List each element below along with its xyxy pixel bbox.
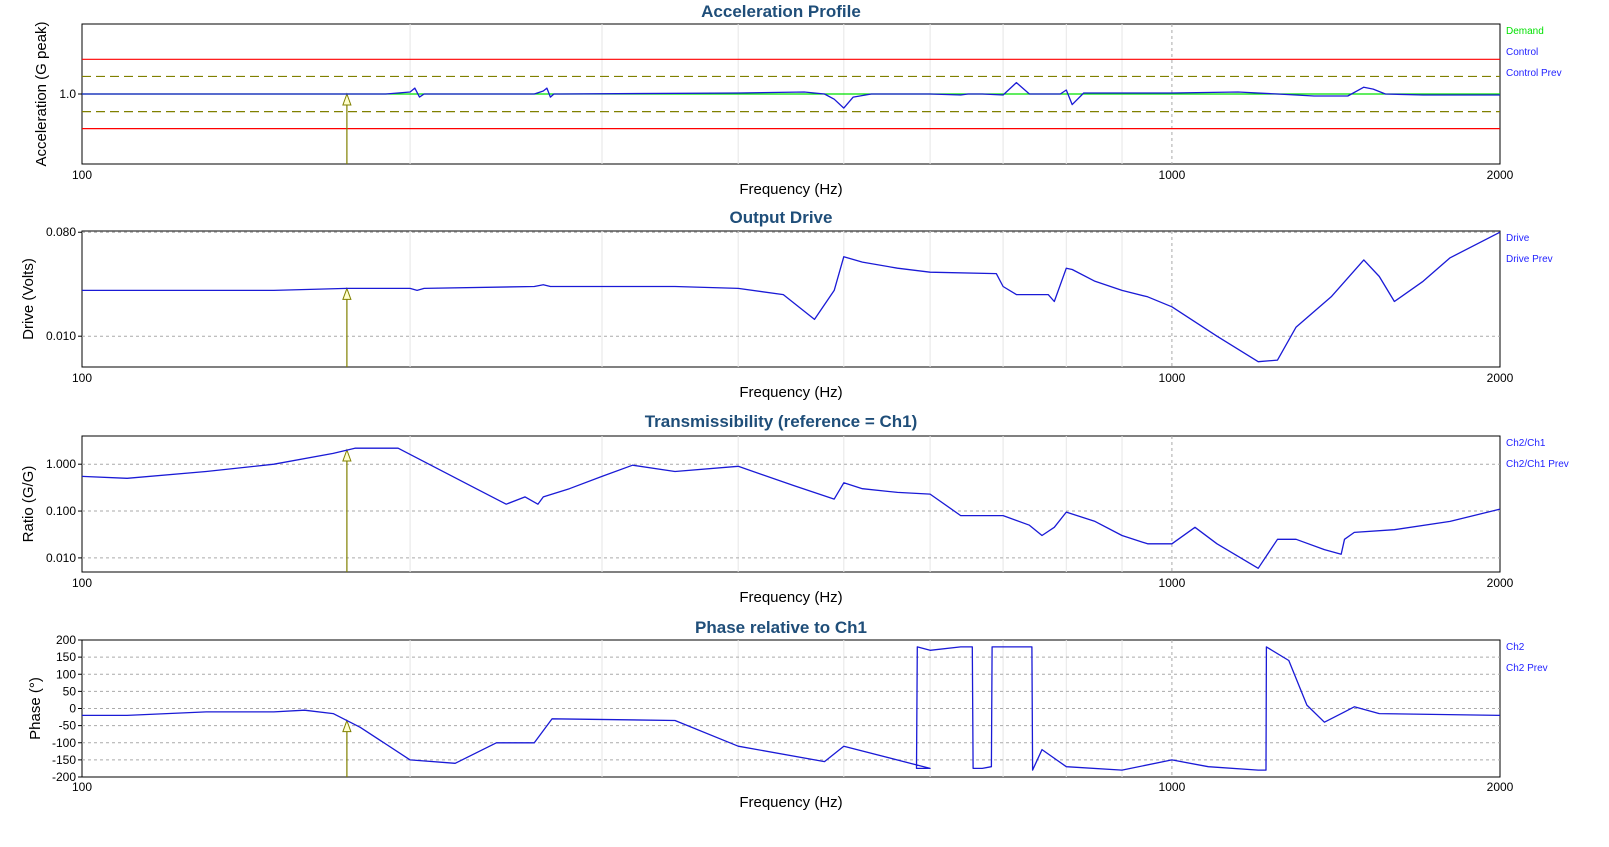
y-axis-label: Ratio (G/G) xyxy=(20,466,37,543)
x-tick-label: 100 xyxy=(72,168,92,182)
y-axis-label: Drive (Volts) xyxy=(20,258,37,340)
legend-entry: Ch2 Prev xyxy=(1506,663,1548,674)
x-tick-label: 1000 xyxy=(1159,168,1186,182)
x-axis-label: Frequency (Hz) xyxy=(739,181,842,198)
y-tick-label: -200 xyxy=(52,770,76,784)
series-line-ch2 xyxy=(82,646,1501,771)
chart-panel-3: Transmissibility (reference = Ch1) 0.010 0… xyxy=(20,412,1569,606)
legend-entry: Ch2/Ch1 Prev xyxy=(1506,459,1569,470)
x-tick-label: 2000 xyxy=(1487,780,1514,794)
cursor-arrow-icon[interactable] xyxy=(342,719,352,733)
grid-lines xyxy=(82,231,1500,367)
y-tick-label: -150 xyxy=(52,753,76,767)
x-tick-label: 2000 xyxy=(1487,168,1514,182)
x-tick-label: 100 xyxy=(72,576,92,590)
legend-entry: Ch2 xyxy=(1506,642,1525,653)
chart-title: Phase relative to Ch1 xyxy=(695,618,867,637)
grid-lines xyxy=(82,640,1500,777)
y-axis-label: Phase (°) xyxy=(27,677,44,740)
x-axis-label: Frequency (Hz) xyxy=(739,589,842,606)
y-tick-label: -50 xyxy=(59,719,77,733)
legend-entry: Drive xyxy=(1506,233,1530,244)
x-tick-label: 100 xyxy=(72,780,92,794)
chart-panel-2: Output Drive 0.010 0.080 100 1000 2000 Frequen… xyxy=(20,208,1553,401)
chart-title: Transmissibility (reference = Ch1) xyxy=(645,412,918,431)
legend-entry: Ch2/Ch1 xyxy=(1506,438,1546,449)
grid-lines xyxy=(82,436,1500,572)
x-tick-label: 2000 xyxy=(1487,371,1514,385)
y-tick-label: 0.100 xyxy=(46,504,76,518)
x-tick-label: 1000 xyxy=(1159,371,1186,385)
y-tick-label: 0.010 xyxy=(46,329,76,343)
legend-entry: Control Prev xyxy=(1506,68,1562,79)
chart-title: Output Drive xyxy=(730,208,833,227)
series-line-ch2-ch1 xyxy=(81,447,1501,569)
x-axis-label: Frequency (Hz) xyxy=(739,794,842,811)
cursor-arrow-icon[interactable] xyxy=(342,448,352,462)
cursor-arrow-icon[interactable] xyxy=(342,92,352,106)
x-axis-label: Frequency (Hz) xyxy=(739,384,842,401)
y-tick-label: 0.010 xyxy=(46,551,76,565)
chart-panel-4: Phase relative to Ch1 -200 -150 -100 -50 0 50 1… xyxy=(27,618,1548,811)
x-tick-label: 1000 xyxy=(1159,576,1186,590)
x-tick-label: 2000 xyxy=(1487,576,1514,590)
y-tick-label: 50 xyxy=(63,684,77,698)
y-tick-label: 200 xyxy=(56,633,76,647)
legend-entry: Demand xyxy=(1506,26,1544,37)
series-line-control xyxy=(82,81,1500,109)
y-tick-label: 0.080 xyxy=(46,225,76,239)
plot-area xyxy=(81,435,1501,573)
y-tick-label: 100 xyxy=(56,667,76,681)
cursor-arrow-icon[interactable] xyxy=(342,286,352,300)
y-tick-label: 1.000 xyxy=(46,457,76,471)
y-axis-label: Acceleration (G peak) xyxy=(33,21,50,166)
y-tick-label: 0 xyxy=(69,702,76,716)
x-tick-label: 1000 xyxy=(1159,780,1186,794)
series-line-drive xyxy=(82,231,1501,363)
legend-entry: Control xyxy=(1506,47,1538,58)
y-tick-label: 150 xyxy=(56,650,76,664)
legend-entry: Drive Prev xyxy=(1506,254,1553,265)
chart-title: Acceleration Profile xyxy=(701,2,861,21)
y-tick-label: 1.0 xyxy=(59,87,76,101)
x-tick-label: 100 xyxy=(72,371,92,385)
chart-panel-1: Acceleration Profile 1.0 100 1000 2000 Freque… xyxy=(33,2,1562,198)
plot-area xyxy=(81,230,1501,368)
y-tick-label: -100 xyxy=(52,736,76,750)
